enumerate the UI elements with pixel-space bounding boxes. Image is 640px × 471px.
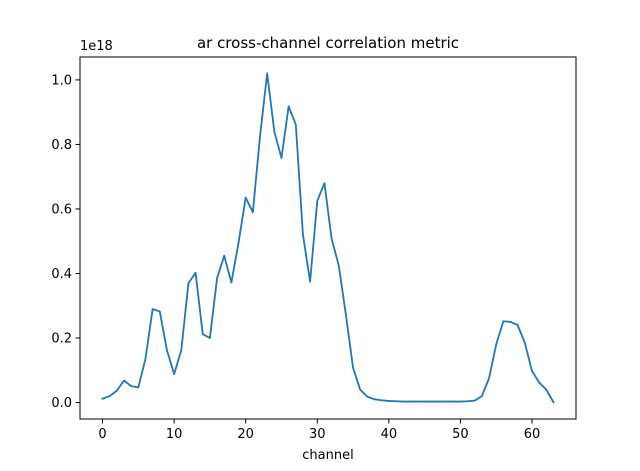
data-point (352, 366, 354, 369)
data-point (387, 400, 390, 402)
data-point (201, 333, 204, 336)
y-tick-label: 0.0 (51, 396, 72, 411)
data-point (552, 401, 555, 404)
x-axis-ticks: 0 10 20 30 40 50 60 (98, 419, 540, 442)
data-point (502, 320, 505, 323)
data-point (452, 400, 455, 403)
data-point (423, 400, 426, 403)
data-point (180, 349, 183, 352)
data-point (108, 395, 111, 397)
data-point (158, 310, 161, 313)
data-point (144, 357, 147, 360)
data-point (237, 241, 240, 244)
plot-area-frame (79, 56, 577, 420)
data-point (509, 320, 512, 323)
data-point (266, 72, 269, 75)
data-point (330, 237, 333, 240)
data-point (344, 313, 347, 316)
data-point (337, 264, 340, 267)
data-point (380, 399, 383, 402)
data-point (459, 400, 462, 403)
data-point (531, 370, 533, 372)
data-point (409, 400, 412, 403)
data-point (538, 381, 541, 384)
data-point (151, 308, 154, 310)
data-point (466, 400, 469, 403)
data-point (488, 377, 490, 380)
x-tick-label: 0 (98, 427, 106, 442)
data-point (101, 397, 104, 400)
data-point (115, 389, 118, 392)
data-point (523, 341, 526, 344)
data-point (273, 130, 276, 133)
data-point (287, 105, 290, 108)
y-tick-label: 0.6 (51, 202, 72, 217)
x-axis-label: channel (302, 448, 353, 463)
data-point (323, 182, 326, 185)
data-point (480, 395, 483, 397)
y-tick-label: 1.0 (51, 73, 72, 88)
data-point (230, 281, 233, 284)
x-tick-label: 40 (381, 427, 398, 442)
data-point (309, 280, 312, 283)
data-point (223, 254, 226, 257)
data-point (473, 399, 476, 402)
data-point (130, 385, 133, 387)
data-point (166, 349, 168, 352)
data-point (395, 400, 397, 403)
data-point (187, 282, 190, 285)
data-point (430, 400, 433, 403)
data-point (416, 400, 419, 403)
data-point (438, 400, 440, 403)
data-point (316, 200, 319, 202)
data-point (244, 196, 247, 199)
data-point (302, 233, 304, 236)
data-point (359, 388, 362, 391)
y-axis-ticks: 0.0 0.2 0.4 0.6 0.8 1.0 (51, 73, 80, 411)
data-point (194, 271, 197, 274)
data-point (259, 135, 261, 138)
data-point (251, 211, 254, 214)
data-point (209, 337, 211, 339)
data-point (280, 157, 283, 159)
data-point (123, 379, 125, 382)
x-tick-label: 20 (237, 427, 254, 442)
y-tick-label: 0.4 (51, 267, 72, 282)
x-tick-label: 60 (524, 427, 541, 442)
chart-title: ar cross-channel correlation metric (197, 34, 459, 52)
data-point (137, 386, 140, 389)
data-point (545, 388, 548, 391)
data-series-line (101, 72, 555, 404)
data-point (294, 123, 297, 126)
y-tick-label: 0.8 (51, 138, 72, 153)
data-point (373, 398, 376, 401)
data-point (173, 373, 176, 376)
x-tick-label: 10 (166, 427, 183, 442)
y-tick-label: 0.2 (51, 332, 72, 347)
data-point (516, 324, 519, 327)
data-point (366, 395, 369, 398)
data-point (216, 277, 218, 280)
data-point (445, 400, 447, 403)
data-point (495, 343, 498, 346)
x-tick-label: 30 (309, 427, 326, 442)
data-points (101, 72, 555, 404)
y-axis-offset-label: 1e18 (80, 39, 113, 54)
data-point (402, 400, 405, 403)
x-tick-label: 50 (452, 427, 469, 442)
